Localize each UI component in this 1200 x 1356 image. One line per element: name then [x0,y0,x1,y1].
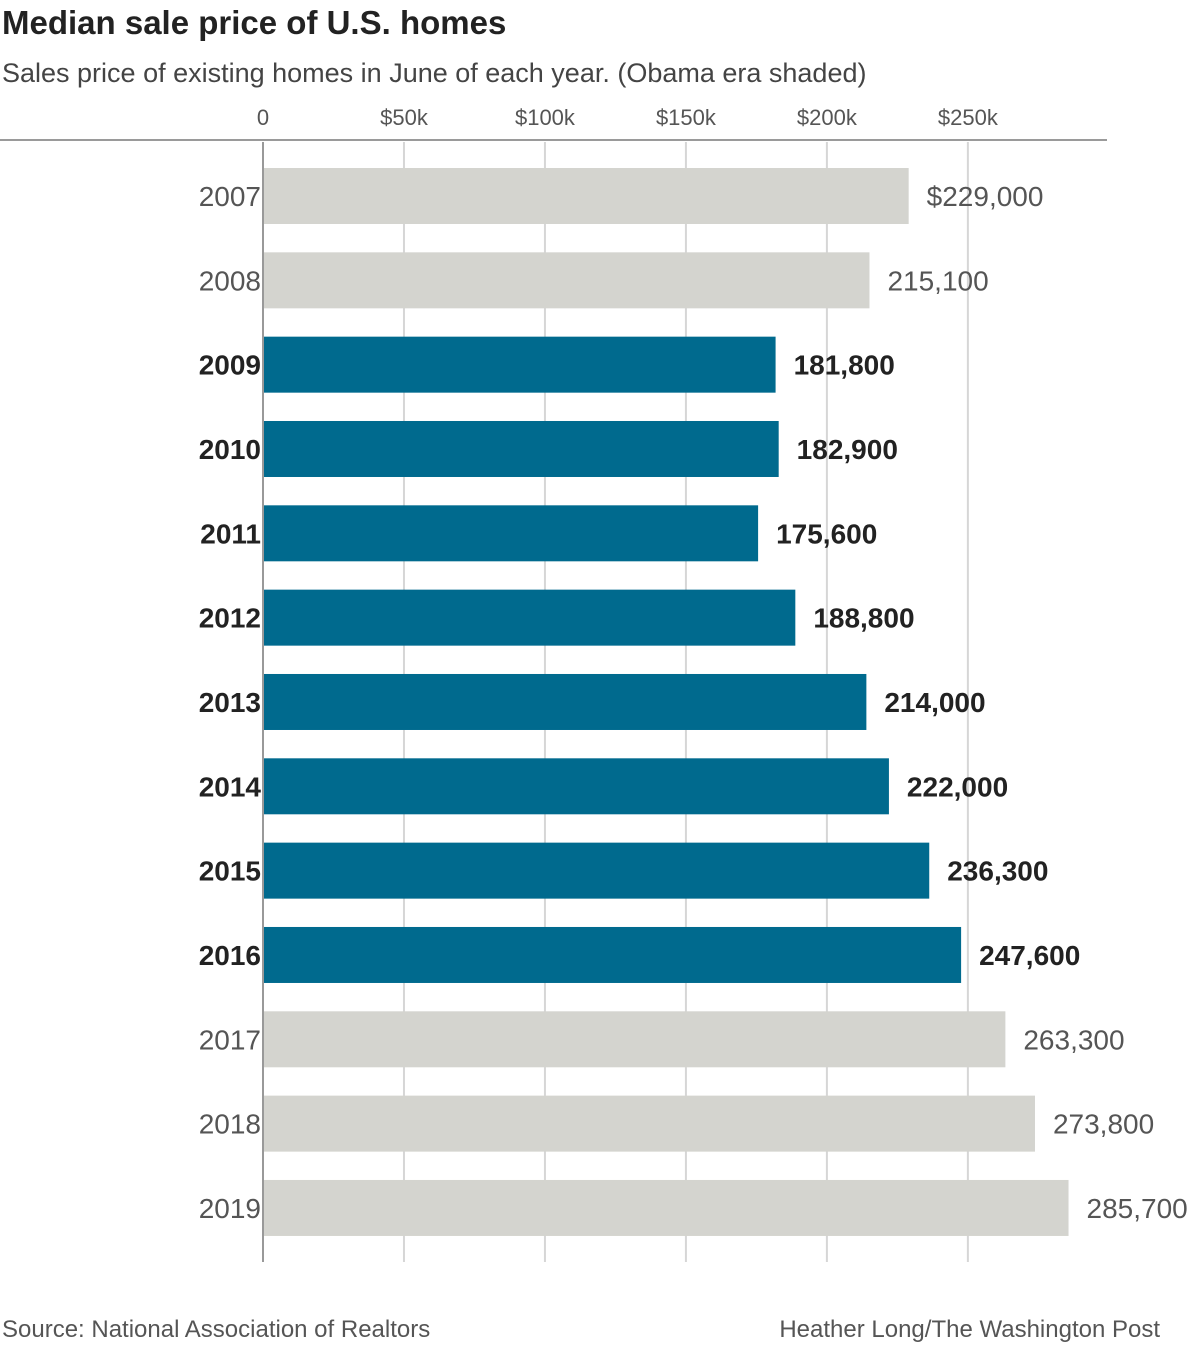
value-label: 215,100 [887,265,988,296]
category-label: 2007 [199,181,261,212]
category-label: 2008 [199,265,261,296]
value-label: 182,900 [797,434,898,465]
x-tick-label: 0 [257,105,269,130]
category-label: 2019 [199,1193,261,1224]
value-label: 273,800 [1053,1109,1154,1140]
bar-2007 [263,168,909,224]
category-label: 2013 [199,687,261,718]
category-label: 2018 [199,1109,261,1140]
category-label: 2015 [199,856,261,887]
bar-2015 [263,842,930,899]
category-label: 2017 [199,1024,261,1055]
value-label: 188,800 [813,603,914,634]
category-label: 2010 [199,434,261,465]
x-tick-label: $100k [515,105,576,130]
bar-2011 [263,505,759,562]
bar-2018 [263,1095,1035,1152]
value-label: 175,600 [776,518,877,549]
source-note: Source: National Association of Realtors [2,1316,431,1343]
bar-2008 [263,252,870,309]
value-label: 285,700 [1087,1193,1188,1224]
category-label: 2009 [199,350,261,381]
category-label: 2016 [199,940,261,971]
bar-2010 [263,420,779,477]
x-tick-label: $200k [797,105,858,130]
value-label: 263,300 [1023,1024,1124,1055]
category-label: 2014 [199,771,262,802]
bar-2014 [263,758,889,815]
value-label: 247,600 [979,940,1080,971]
value-label: 181,800 [794,350,895,381]
credit-note: Heather Long/The Washington Post [779,1316,1160,1343]
bar-2016 [263,926,962,983]
bar-chart: 0 $50k $100k $150k $200k $250k 2007 $229,000 200… [0,105,1188,1262]
x-tick-label: $50k [380,105,429,130]
category-label: 2012 [199,603,261,634]
bar-2009 [263,336,776,393]
value-label: 222,000 [907,771,1008,802]
value-label: $229,000 [927,181,1044,212]
x-tick-label: $250k [938,105,999,130]
value-label: 236,300 [947,856,1048,887]
bar-2019 [263,1179,1069,1236]
chart-subtitle: Sales price of existing homes in June of… [2,58,867,88]
bar-2013 [263,673,867,730]
category-label: 2011 [200,518,261,549]
x-tick-label: $150k [656,105,717,130]
value-label: 214,000 [884,687,985,718]
bar-2017 [263,1011,1006,1068]
bar-2012 [263,589,796,646]
chart-title: Median sale price of U.S. homes [2,4,507,41]
